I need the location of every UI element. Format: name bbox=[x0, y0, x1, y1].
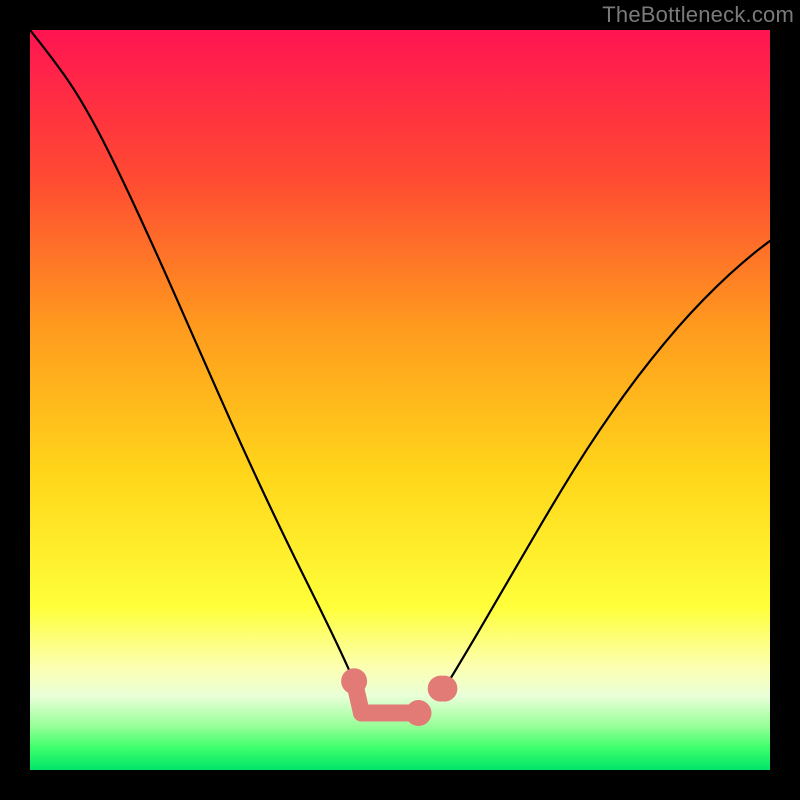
chart-canvas: TheBottleneck.com bbox=[0, 0, 800, 800]
chart-svg bbox=[30, 30, 770, 770]
plot-area bbox=[30, 30, 770, 770]
dumbbell-endpoint bbox=[431, 676, 457, 702]
gradient-background bbox=[30, 30, 770, 770]
dumbbell-endpoint bbox=[406, 700, 432, 726]
watermark-text: TheBottleneck.com bbox=[602, 2, 794, 28]
